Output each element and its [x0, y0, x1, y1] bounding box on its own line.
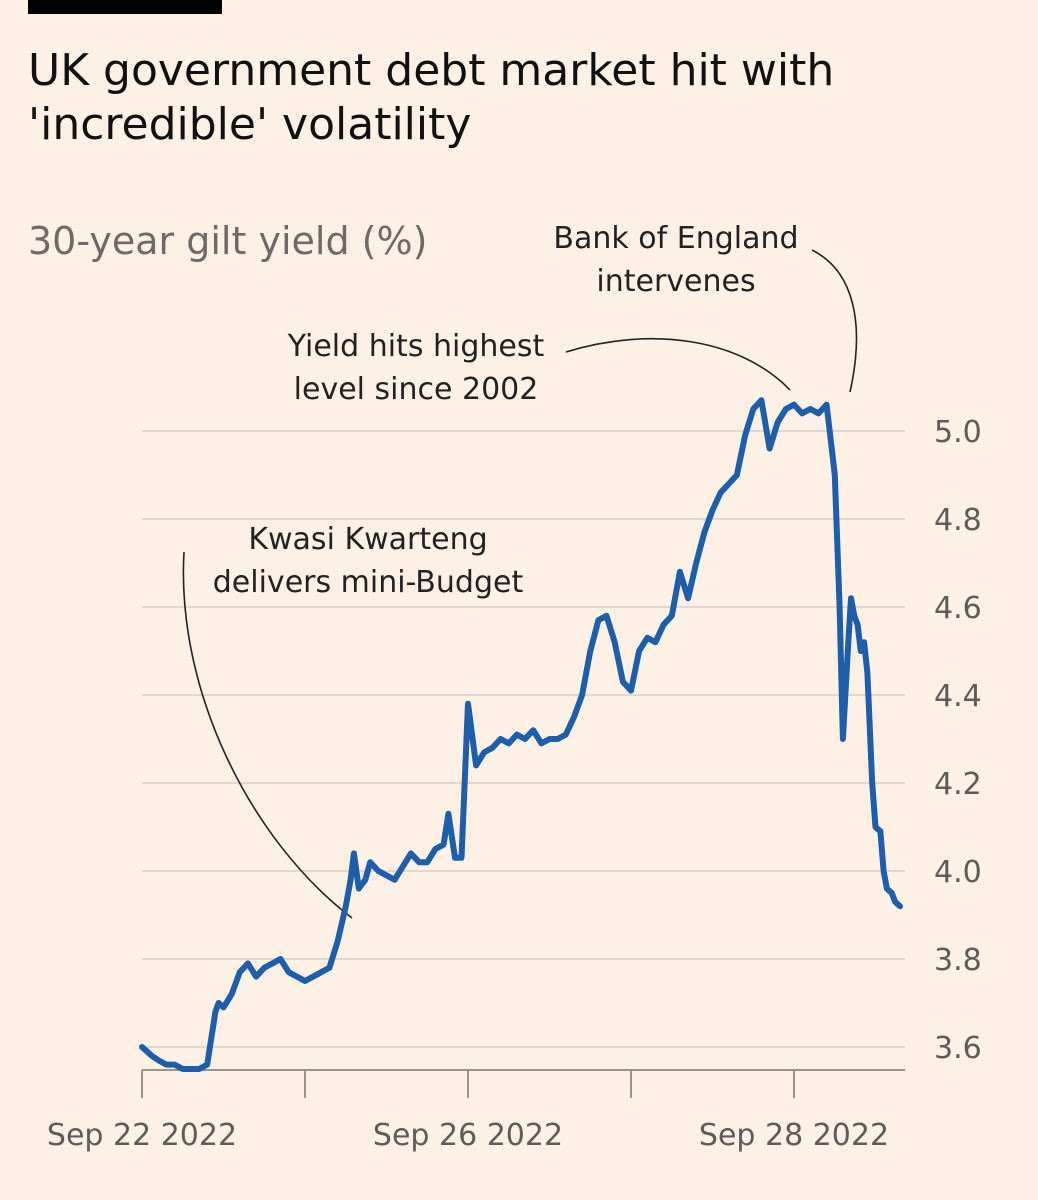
annotation-highest-line-1: Yield hits highest [287, 329, 545, 364]
annotation-kwarteng-line-1: Kwasi Kwarteng [248, 522, 487, 557]
chart-title-line-1: UK government debt market hit with [28, 45, 835, 96]
annotation-kwarteng-line-2: delivers mini-Budget [213, 565, 524, 600]
y-tick-label: 3.6 [934, 1031, 982, 1066]
annotation-boe-leader [811, 249, 858, 393]
chart-title: UK government debt market hit with 'incr… [28, 44, 1018, 152]
series-line-gilt-yield [139, 397, 903, 1072]
annotation-highest-line-2: level since 2002 [294, 372, 539, 407]
ft-top-rule [28, 0, 222, 14]
series-layer [139, 397, 903, 1072]
x-tick-label: Sep 22 2022 [47, 1118, 237, 1153]
chart-title-line-2: 'incredible' volatility [28, 99, 472, 150]
chart-subtitle: 30-year gilt yield (%) [28, 219, 428, 263]
annotation-kwarteng-leader [182, 551, 353, 919]
y-tick-label: 4.8 [934, 503, 982, 538]
annotation-boe-line-2: intervenes [596, 264, 755, 299]
tick-labels: 3.6 3.8 4.0 4.2 4.4 4.6 4.8 5.0 Sep 22 2022 Sep 2… [47, 221, 982, 1153]
x-tick-label: Sep 28 2022 [699, 1118, 889, 1153]
annotation-highest-leader [565, 338, 791, 391]
y-tick-label: 4.4 [934, 679, 982, 714]
annotation-boe-line-1: Bank of England [553, 221, 798, 256]
grid-lines [142, 430, 905, 1048]
y-tick-label: 5.0 [934, 415, 982, 450]
x-axis [141, 1069, 905, 1098]
y-tick-label: 4.0 [934, 855, 982, 890]
y-tick-label: 4.2 [934, 767, 982, 802]
annotations [182, 249, 858, 919]
y-tick-label: 4.6 [934, 591, 982, 626]
x-tick-label: Sep 26 2022 [373, 1118, 563, 1153]
y-tick-label: 3.8 [934, 943, 982, 978]
